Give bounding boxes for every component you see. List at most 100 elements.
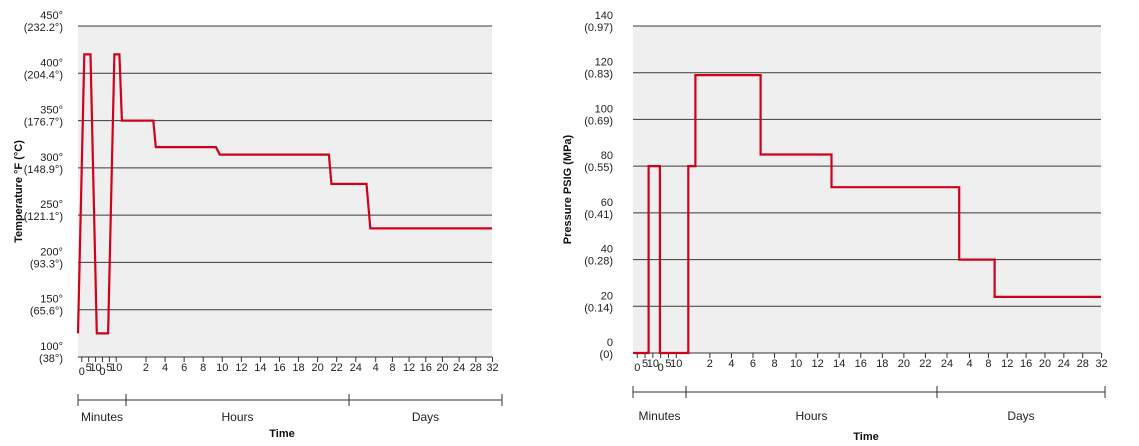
y-tick-sublabel: (121.1°) <box>24 211 63 223</box>
x-tick-label: 12 <box>1001 358 1013 370</box>
x-tick-label: 24 <box>453 362 465 374</box>
segment-label: Days <box>1007 409 1034 423</box>
y-tick-label: 400° <box>40 57 63 69</box>
x-tick-label: 0 <box>79 366 85 378</box>
x-tick-label: 6 <box>181 362 187 374</box>
x-tick-label: 8 <box>985 358 991 370</box>
x-tick-label: 10 <box>647 358 659 370</box>
x-tick-label: 8 <box>200 362 206 374</box>
x-tick-label: 10 <box>670 358 682 370</box>
x-tick-label: 4 <box>162 362 168 374</box>
x-tick-label: 8 <box>771 358 777 370</box>
x-tick-label: 12 <box>235 362 247 374</box>
y-axis-title: Pressure PSIG (MPa) <box>562 134 574 244</box>
x-tick-label: 6 <box>750 358 756 370</box>
segment-label: Minutes <box>81 410 123 424</box>
x-tick-label: 5 <box>106 362 112 374</box>
y-tick-sublabel: (0.41) <box>584 209 613 221</box>
x-tick-label: 10 <box>216 362 228 374</box>
x-tick-label: 2 <box>707 358 713 370</box>
y-tick-label: 450° <box>40 10 63 22</box>
x-tick-label: 16 <box>420 362 432 374</box>
y-tick-sublabel: (232.2°) <box>24 22 63 34</box>
x-tick-label: 5 <box>665 358 671 370</box>
x-tick-label: 22 <box>919 358 931 370</box>
y-tick-sublabel: (0.83) <box>584 69 613 81</box>
y-tick-sublabel: (65.6°) <box>30 306 63 318</box>
segment-label: Minutes <box>638 409 680 423</box>
x-tick-label: 5 <box>86 362 92 374</box>
y-tick-sublabel: (38°) <box>39 353 63 365</box>
x-tick-label: 12 <box>812 358 824 370</box>
series-line <box>633 73 1101 355</box>
y-tick-label: 40 <box>601 244 613 256</box>
y-tick-label: 150° <box>40 294 63 306</box>
x-tick-label: 28 <box>1077 358 1089 370</box>
x-tick-label: 24 <box>350 362 362 374</box>
x-tick-label: 8 <box>389 362 395 374</box>
plot-area <box>633 26 1101 353</box>
y-tick-label: 100 <box>595 103 613 115</box>
plot-area <box>78 26 492 357</box>
segment-label: Hours <box>221 410 253 424</box>
y-tick-label: 140 <box>595 10 613 22</box>
x-tick-label: 18 <box>876 358 888 370</box>
y-tick-sublabel: (0.28) <box>584 256 613 268</box>
y-tick-sublabel: (0) <box>600 349 613 361</box>
y-tick-label: 80 <box>601 150 613 162</box>
y-tick-sublabel: (204.4°) <box>24 69 63 81</box>
x-tick-label: 24 <box>1058 358 1070 370</box>
x-tick-label: 0 <box>658 362 664 374</box>
y-tick-label: 250° <box>40 199 63 211</box>
x-tick-label: 10 <box>89 362 101 374</box>
y-tick-sublabel: (148.9°) <box>24 164 63 176</box>
x-tick-label: 5 <box>642 358 648 370</box>
y-tick-label: 350° <box>40 105 63 117</box>
chart-1: 450°(232.2°) 400°(204.4°) 350°(176.7°) 300°… <box>13 10 503 440</box>
y-axis-title: Temperature °F (°C) <box>13 140 25 243</box>
y-tick-label: 300° <box>40 152 63 164</box>
y-tick-sublabel: (0.14) <box>584 302 613 314</box>
x-tick-label: 20 <box>311 362 323 374</box>
x-tick-label: 32 <box>1095 358 1107 370</box>
x-tick-label: 4 <box>373 362 379 374</box>
y-tick-label: 120 <box>595 57 613 69</box>
x-tick-label: 14 <box>254 362 266 374</box>
x-axis-title: Time <box>853 431 878 443</box>
x-tick-label: 2 <box>143 362 149 374</box>
x-tick-label: 18 <box>292 362 304 374</box>
x-tick-label: 10 <box>790 358 802 370</box>
y-tick-label: 20 <box>601 290 613 302</box>
series-line <box>76 53 492 335</box>
x-tick-label: 16 <box>855 358 867 370</box>
x-tick-label: 32 <box>486 362 498 374</box>
x-tick-label: 22 <box>331 362 343 374</box>
x-tick-label: 16 <box>1020 358 1032 370</box>
y-tick-label: 200° <box>40 246 63 258</box>
segment-label: Hours <box>795 409 827 423</box>
y-tick-label: 0 <box>607 337 613 349</box>
x-tick-label: 24 <box>941 358 953 370</box>
x-tick-label: 20 <box>898 358 910 370</box>
x-tick-label: 20 <box>1039 358 1051 370</box>
x-tick-label: 14 <box>833 358 845 370</box>
y-tick-sublabel: (93.3°) <box>30 258 63 270</box>
x-tick-label: 20 <box>436 362 448 374</box>
x-tick-label: 0 <box>634 362 640 374</box>
x-tick-label: 28 <box>470 362 482 374</box>
x-tick-label: 16 <box>273 362 285 374</box>
x-tick-label: 12 <box>403 362 415 374</box>
x-tick-label: 0 <box>99 366 105 378</box>
x-tick-label: 4 <box>966 358 972 370</box>
chart-2: 140(0.97)120(0.83)100(0.69)80(0.55)60(0.… <box>562 10 1108 443</box>
segment-label: Days <box>412 410 439 424</box>
y-tick-sublabel: (176.7°) <box>24 117 63 129</box>
x-tick-label: 4 <box>728 358 734 370</box>
y-tick-sublabel: (0.97) <box>584 22 613 34</box>
x-axis-title: Time <box>269 428 294 440</box>
y-tick-label: 60 <box>601 197 613 209</box>
x-tick-label: 10 <box>110 362 122 374</box>
y-tick-label: 100° <box>40 341 63 353</box>
y-tick-sublabel: (0.69) <box>584 115 613 127</box>
